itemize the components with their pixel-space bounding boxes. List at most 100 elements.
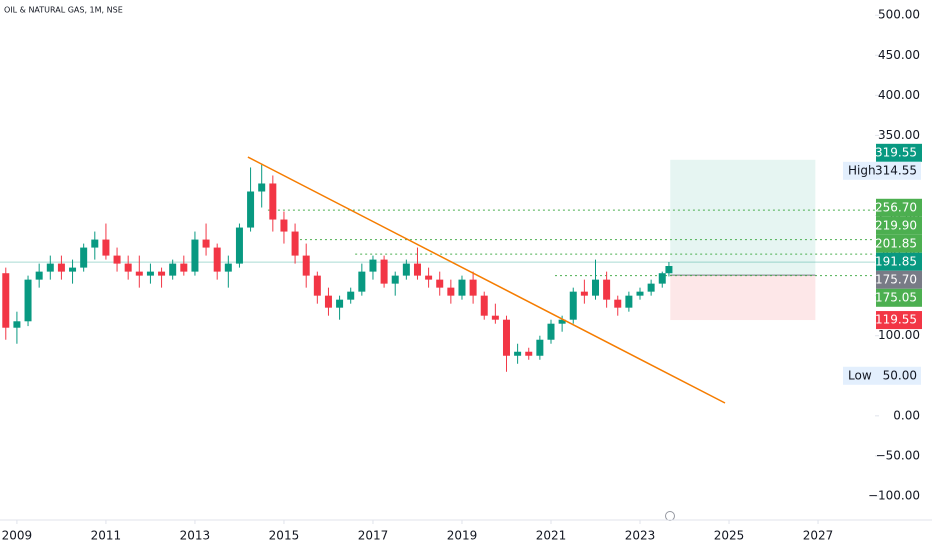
- candle-body: [569, 291, 577, 320]
- candle-body: [202, 239, 210, 248]
- price-label: 256.70: [875, 200, 917, 214]
- price-label: 50.00: [883, 368, 917, 382]
- candle-body: [413, 263, 421, 276]
- x-tick-label: 2015: [269, 529, 300, 543]
- price-label-bg: [843, 161, 921, 180]
- price-label: 175.05: [875, 290, 917, 304]
- candle-body: [24, 279, 32, 322]
- price-label: 314.55: [875, 163, 917, 177]
- price-label-bg: [876, 216, 922, 235]
- x-tick-label: 2027: [803, 529, 834, 543]
- y-tick-label: 500.00: [878, 8, 920, 22]
- candle-body: [625, 295, 633, 308]
- candle-body: [380, 259, 388, 284]
- candle-body: [469, 279, 477, 296]
- candle-body: [291, 231, 299, 256]
- y-tick-label: 400.00: [878, 88, 920, 102]
- x-tick-label: 2021: [536, 529, 567, 543]
- price-label: 119.55: [875, 313, 917, 327]
- price-label-name: Low: [848, 368, 872, 382]
- candle-body: [525, 351, 533, 356]
- candle-body: [658, 273, 666, 284]
- price-label-bg: [876, 143, 922, 162]
- candle-body: [91, 239, 99, 248]
- y-tick-label: 100.00: [878, 328, 920, 342]
- x-tick-label: 2023: [625, 529, 656, 543]
- candle-body: [113, 255, 121, 264]
- candle-body: [13, 321, 21, 328]
- candle-body: [425, 275, 433, 280]
- candle-body: [391, 275, 399, 284]
- candle-body: [480, 295, 488, 316]
- price-label-bg: [876, 270, 922, 289]
- candle-body: [491, 315, 499, 320]
- candle-body: [447, 287, 455, 296]
- candle-body: [235, 227, 243, 264]
- candle-body: [358, 271, 366, 292]
- y-tick-label: 450.00: [878, 48, 920, 62]
- candle-body: [536, 339, 544, 356]
- price-label-bg: [876, 198, 922, 217]
- price-label: 319.55: [875, 145, 917, 159]
- x-tick-label: 2019: [447, 529, 478, 543]
- y-tick-label: 0.00: [893, 408, 920, 422]
- candle-body: [402, 263, 410, 276]
- candle-body: [180, 263, 188, 272]
- candle-body: [347, 291, 355, 300]
- candle-body: [146, 271, 154, 276]
- candle-body: [247, 191, 255, 228]
- candle-body: [302, 255, 310, 276]
- candle-body: [224, 263, 232, 272]
- price-label-bg: [876, 234, 922, 253]
- candle-body: [336, 299, 344, 308]
- candle-body: [313, 275, 321, 296]
- x-tick-label: 2017: [358, 529, 389, 543]
- x-tick-label: 2025: [714, 529, 745, 543]
- candle-body: [436, 279, 444, 288]
- y-tick-label: −100.00: [868, 488, 920, 502]
- trendline: [247, 156, 726, 404]
- candle-body: [591, 279, 599, 296]
- candle-body: [636, 291, 644, 296]
- candle-body: [665, 266, 673, 274]
- candle-body: [46, 263, 54, 272]
- price-label-bg: [876, 288, 922, 307]
- candle-body: [547, 323, 555, 340]
- candle-body: [124, 263, 132, 272]
- candle-body: [558, 319, 566, 324]
- candle-body: [614, 299, 622, 308]
- candle-body: [258, 183, 266, 192]
- candle-body: [580, 291, 588, 296]
- candle-body: [324, 295, 332, 308]
- candle-body: [2, 273, 10, 328]
- y-tick-label: −50.00: [876, 448, 920, 462]
- candle-body: [514, 351, 522, 356]
- candle-body: [57, 263, 65, 272]
- candle-body: [458, 279, 466, 296]
- candle-body: [135, 271, 143, 276]
- x-tick-label: 2011: [91, 529, 122, 543]
- candle-body: [280, 219, 288, 232]
- candle-body: [69, 267, 77, 272]
- chart-title: OIL & NATURAL GAS, 1M, NSE: [4, 6, 123, 15]
- x-tick-label: 2009: [2, 529, 33, 543]
- y-tick-label: 350.00: [878, 128, 920, 142]
- price-label-bg: [876, 252, 922, 271]
- candle-body: [502, 319, 510, 356]
- candle-body: [169, 263, 177, 276]
- candle-body: [369, 259, 377, 272]
- x-tick-label: 2013: [180, 529, 211, 543]
- candle-body: [191, 239, 199, 272]
- candle-body: [647, 283, 655, 292]
- target-zone: [670, 159, 816, 276]
- candle-body: [35, 271, 43, 280]
- price-label: 201.85: [875, 236, 917, 250]
- candle-body: [213, 247, 221, 272]
- candle-body: [269, 183, 277, 220]
- candle-body: [158, 271, 166, 276]
- price-label: 175.70: [875, 272, 917, 286]
- price-label: 191.85: [875, 254, 917, 268]
- price-label-name: High: [848, 163, 876, 177]
- price-label-bg: [876, 311, 922, 330]
